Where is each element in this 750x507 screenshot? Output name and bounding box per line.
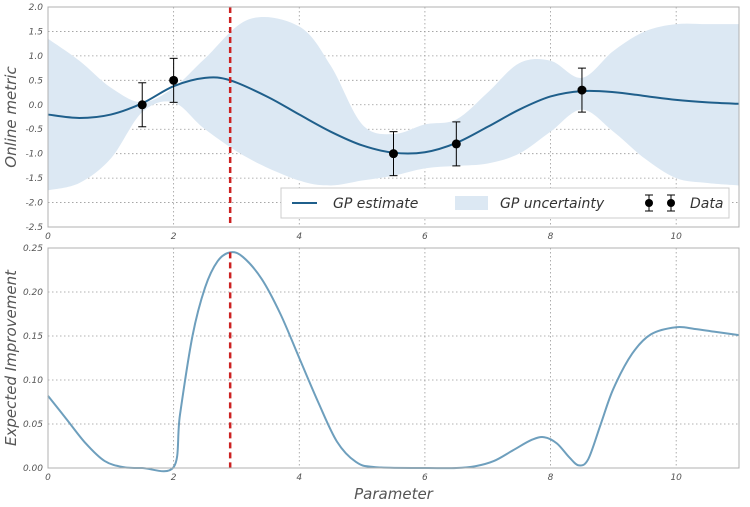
gp-y-tick-label: -1.5 [25, 174, 43, 184]
ei-x-tick-label: 8 [548, 473, 554, 483]
gp-x-tick-label: 10 [670, 232, 682, 242]
ei-y-tick-labels: 0.25 0.20 0.15 0.10 0.05 0.00 [23, 244, 43, 474]
gp-x-tick-label: 0 [45, 232, 51, 242]
ei-gridlines [48, 248, 739, 468]
gp-y-tick-label: -0.5 [25, 125, 43, 135]
ei-x-tick-label: 0 [45, 473, 51, 483]
ei-y-tick-label: 0.25 [23, 244, 43, 254]
ei-x-axis-label: Parameter [354, 485, 434, 503]
data-point-marker [169, 75, 179, 85]
ei-y-axis-label: Expected Improvement [2, 269, 20, 446]
gp-y-axis-label: Online metric [2, 66, 20, 168]
data-point-marker [451, 139, 461, 149]
ei-x-tick-label: 2 [171, 473, 177, 483]
gp-y-tick-label: 1.0 [29, 52, 44, 62]
gp-x-tick-label: 4 [296, 232, 302, 242]
gp-y-tick-label: 0.0 [29, 101, 44, 111]
data-point [451, 121, 461, 167]
gp-y-tick-label: -1.0 [25, 150, 43, 160]
ei-y-tick-label: 0.00 [23, 464, 43, 474]
ei-x-tick-label: 10 [670, 473, 682, 483]
ei-x-tick-label: 4 [296, 473, 302, 483]
gp-panel-frame [47, 6, 740, 228]
data-point [389, 131, 398, 177]
ei-panel: 0.25 0.20 0.15 0.10 0.05 0.00 0 2 4 6 8 10 Expecte… [2, 244, 740, 503]
legend-uncertainty-swatch [455, 196, 488, 210]
gp-legend: GP estimate GP uncertainty Data [280, 187, 730, 219]
gp-y-tick-label: 1.5 [29, 27, 44, 37]
ei-y-tick-label: 0.05 [23, 420, 43, 430]
gp-y-tick-label: 0.5 [29, 76, 44, 86]
ei-y-tick-label: 0.15 [23, 332, 43, 342]
ei-curve [47, 251, 740, 473]
ei-y-tick-label: 0.10 [23, 376, 43, 386]
data-point-marker [137, 100, 147, 110]
ei-panel-frame [47, 247, 740, 469]
gp-x-tick-label: 2 [171, 232, 177, 242]
legend-estimate-label: GP estimate [333, 196, 418, 212]
ei-y-tick-label: 0.20 [23, 288, 43, 298]
data-point-marker [577, 85, 587, 95]
gp-x-tick-label: 8 [548, 232, 554, 242]
legend-uncertainty-label: GP uncertainty [500, 196, 605, 212]
legend-data-swatch [645, 194, 675, 212]
legend-box [280, 187, 730, 219]
gp-panel: 2.0 1.5 1.0 0.5 0.0 -0.5 -1.0 -1.5 -2.0 -2.5 0 2 4 6… [2, 3, 740, 242]
data-point-marker [389, 149, 398, 159]
legend-data-label: Data [690, 196, 723, 212]
gp-y-tick-labels: 2.0 1.5 1.0 0.5 0.0 -0.5 -1.0 -1.5 -2.0 -2.5 [25, 3, 43, 233]
ei-x-tick-labels: 0 2 4 6 8 10 [45, 473, 682, 483]
gp-uncertainty-band [48, 17, 739, 191]
gp-y-tick-label: 2.0 [29, 3, 44, 13]
gp-x-tick-labels: 0 2 4 6 8 10 [45, 232, 682, 242]
gp-y-tick-label: -2.5 [25, 223, 43, 233]
ei-x-tick-label: 6 [422, 473, 428, 483]
gp-x-tick-label: 6 [422, 232, 428, 242]
gp-data-points [137, 57, 587, 177]
data-point [577, 67, 587, 113]
gp-y-tick-label: -2.0 [25, 199, 43, 209]
data-point [137, 82, 147, 128]
data-point [169, 57, 179, 103]
